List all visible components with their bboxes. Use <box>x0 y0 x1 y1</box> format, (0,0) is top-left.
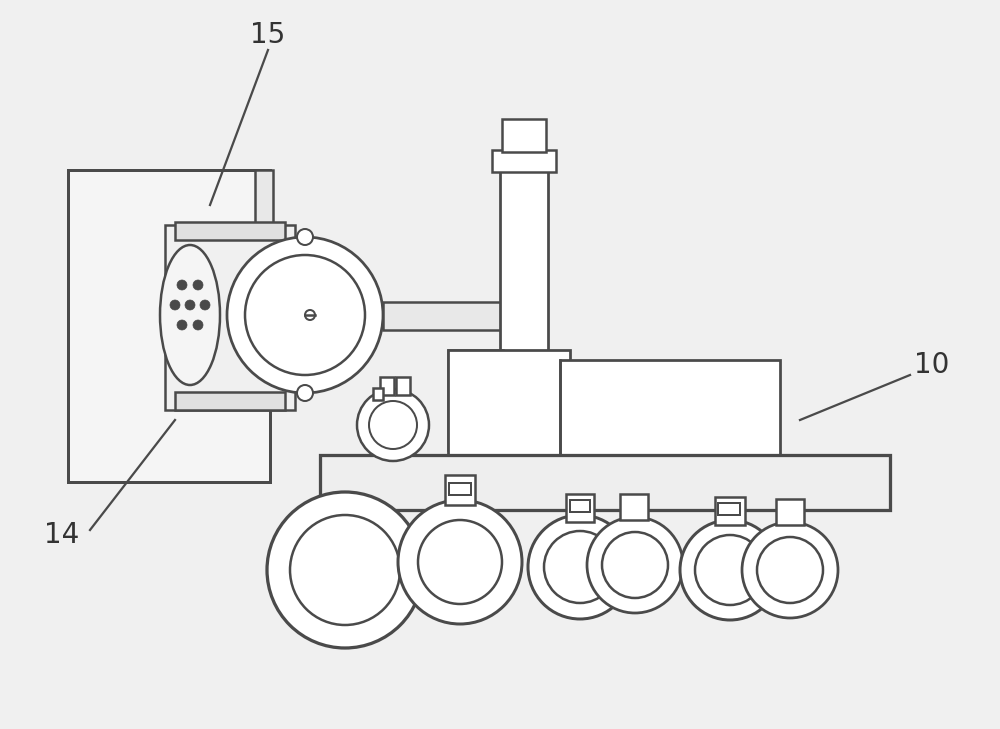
Circle shape <box>245 255 365 375</box>
Bar <box>175 392 285 410</box>
Bar <box>175 222 285 240</box>
Text: 15: 15 <box>250 21 286 49</box>
Circle shape <box>200 300 210 310</box>
Circle shape <box>267 492 423 648</box>
Bar <box>68 170 270 482</box>
Circle shape <box>602 532 668 598</box>
Bar <box>570 500 590 512</box>
Bar <box>448 350 570 455</box>
Circle shape <box>357 389 429 461</box>
Text: 10: 10 <box>914 351 950 379</box>
Circle shape <box>369 401 417 449</box>
Bar <box>255 170 273 310</box>
Bar <box>165 225 295 410</box>
Bar <box>492 150 556 172</box>
Bar <box>449 483 471 495</box>
Bar <box>380 377 394 395</box>
Bar <box>718 503 740 515</box>
Bar <box>445 475 475 505</box>
Bar <box>383 302 508 330</box>
Circle shape <box>305 310 315 320</box>
Circle shape <box>418 520 502 604</box>
Circle shape <box>290 515 400 625</box>
Bar <box>320 455 890 510</box>
Circle shape <box>177 320 187 330</box>
Bar <box>620 494 648 520</box>
Circle shape <box>193 320 203 330</box>
Circle shape <box>297 229 313 245</box>
Circle shape <box>177 280 187 290</box>
Bar <box>448 350 503 450</box>
Circle shape <box>742 522 838 618</box>
Bar <box>492 429 506 447</box>
Circle shape <box>227 237 383 393</box>
Bar <box>373 388 383 400</box>
Circle shape <box>587 517 683 613</box>
Circle shape <box>680 520 780 620</box>
Bar <box>715 497 745 525</box>
Bar <box>560 360 780 455</box>
Bar <box>566 494 594 522</box>
Bar <box>500 155 548 450</box>
Circle shape <box>193 280 203 290</box>
Circle shape <box>695 535 765 605</box>
Circle shape <box>185 300 195 310</box>
Bar <box>396 377 410 395</box>
Circle shape <box>170 300 180 310</box>
Circle shape <box>757 537 823 603</box>
Circle shape <box>544 531 616 603</box>
Bar <box>502 119 546 152</box>
Circle shape <box>398 500 522 624</box>
Circle shape <box>528 515 632 619</box>
Bar <box>776 499 804 525</box>
Bar <box>492 447 547 462</box>
Ellipse shape <box>160 245 220 385</box>
Text: 14: 14 <box>44 521 80 549</box>
Circle shape <box>297 385 313 401</box>
